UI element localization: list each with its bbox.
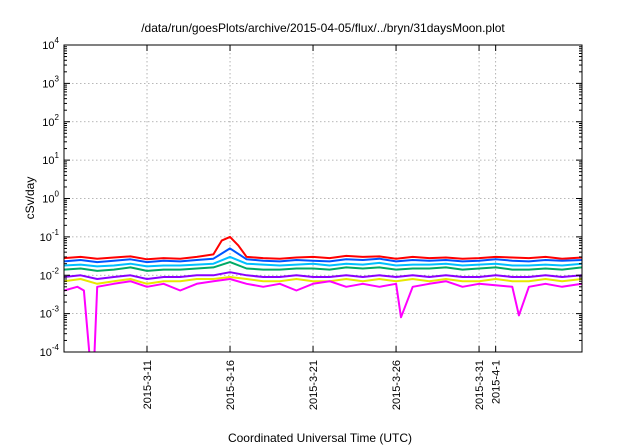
series-line-green (64, 261, 582, 272)
series-line-purple (64, 271, 582, 280)
y-axis-label: cSv/day (23, 177, 37, 220)
series-line-magenta (64, 278, 582, 352)
y-tick-label: 101 (42, 151, 59, 167)
y-tick-label: 10-2 (40, 266, 60, 282)
y-tick-label: 103 (42, 74, 59, 90)
series-line-red (64, 235, 582, 261)
series-line-cyan (64, 255, 582, 268)
x-tick-labels: 2015-3-11 2015-3-16 2015-3-21 2015-3-26 2015… (142, 360, 503, 410)
series-line-yellow (64, 276, 582, 285)
y-tick-labels: 10-4 10-3 10-2 10-1 100 101 102 103 104 (40, 36, 60, 359)
x-tick-label: 2015-3-31 (474, 360, 486, 410)
x-tick-label: 2015-3-16 (225, 360, 237, 410)
x-tick-label: 2015-4-1 (491, 360, 503, 404)
x-axis-label: Coordinated Universal Time (UTC) (228, 431, 412, 445)
y-tick-label: 104 (42, 36, 59, 52)
x-tick-label: 2015-3-21 (308, 360, 320, 410)
series-layer (64, 235, 582, 352)
x-tick-label: 2015-3-11 (142, 360, 154, 409)
y-tick-label: 10-1 (40, 228, 60, 244)
y-tick-label: 10-3 (40, 305, 60, 321)
chart-title: /data/run/goesPlots/archive/2015-04-05/f… (141, 21, 505, 35)
y-tick-label: 10-4 (40, 343, 60, 359)
x-tick-label: 2015-3-26 (391, 360, 403, 410)
y-tick-label: 102 (42, 113, 59, 129)
y-tick-label: 100 (42, 190, 59, 206)
axis-ticks (64, 44, 582, 353)
grid-lines (64, 44, 582, 353)
series-line-blue (64, 247, 582, 264)
